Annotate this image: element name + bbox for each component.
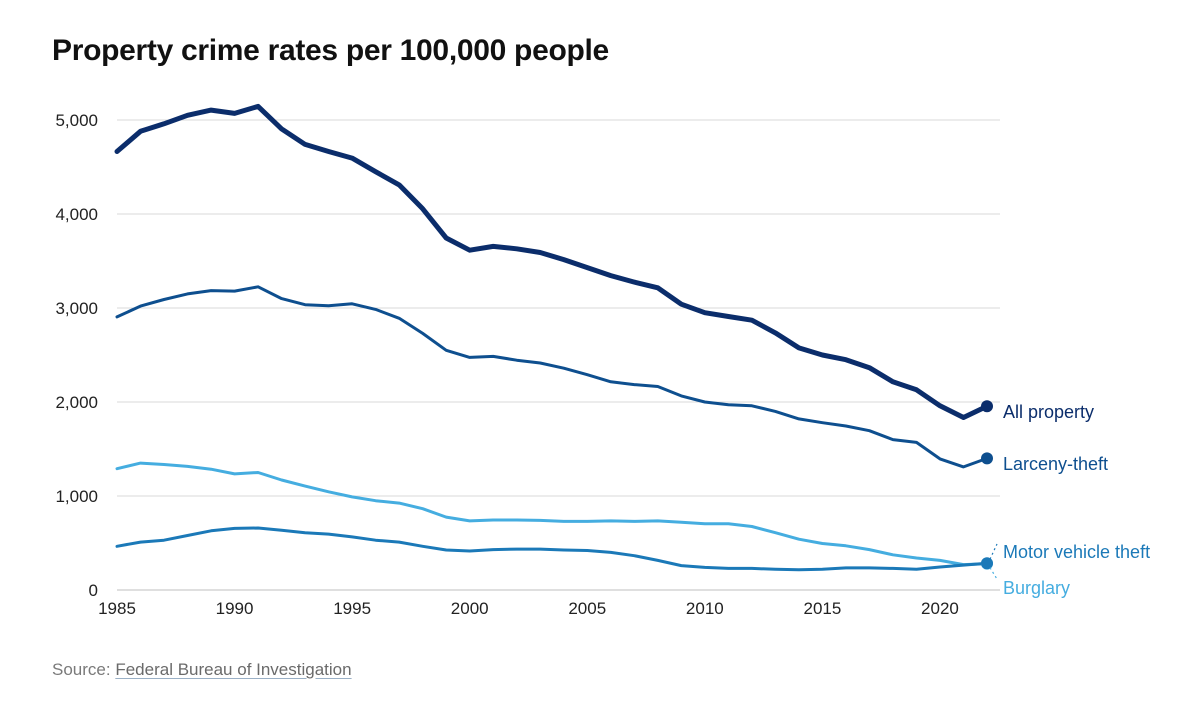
chart-title: Property crime rates per 100,000 people	[52, 34, 609, 67]
leader-line-motor-vehicle-theft	[989, 543, 998, 560]
series-labels: Burglary Motor vehicle theft Larceny-theft…	[989, 402, 1150, 598]
x-tick-label: 2020	[921, 599, 959, 618]
x-axis-ticks: 1985 1990 1995 2000 2005 2010 2015 2020	[98, 599, 959, 618]
gridlines	[117, 119, 1000, 591]
source-note: Source: Federal Bureau of Investigation	[52, 660, 352, 680]
end-point-all_property	[981, 400, 993, 413]
x-tick-label: 2010	[686, 599, 724, 618]
y-tick-label: 3,000	[55, 299, 98, 318]
y-tick-label: 1,000	[55, 487, 98, 506]
series-label-larceny_theft: Larceny-theft	[1003, 454, 1108, 474]
y-tick-label: 0	[89, 581, 98, 600]
x-tick-label: 2005	[568, 599, 606, 618]
series-line-burglary	[115, 461, 989, 567]
x-tick-label: 2015	[803, 599, 841, 618]
series-line-all_property	[114, 103, 990, 420]
x-tick-label: 1990	[216, 599, 254, 618]
x-tick-label: 1995	[333, 599, 371, 618]
series-lines	[114, 103, 993, 572]
x-tick-label: 1985	[98, 599, 136, 618]
end-point-motor_vehicle_theft	[981, 557, 993, 570]
series-label-burglary: Burglary	[1003, 578, 1070, 598]
y-tick-label: 5,000	[55, 111, 98, 130]
series-label-motor_vehicle_theft: Motor vehicle theft	[1003, 542, 1150, 562]
y-tick-label: 4,000	[55, 205, 98, 224]
end-point-larceny_theft	[981, 452, 993, 465]
x-tick-label: 2000	[451, 599, 489, 618]
series-line-larceny_theft	[115, 285, 989, 469]
source-prefix: Source:	[52, 660, 111, 679]
source-link[interactable]: Federal Bureau of Investigation	[115, 660, 352, 679]
y-tick-label: 2,000	[55, 393, 98, 412]
series-line-motor_vehicle_theft	[115, 526, 989, 572]
line-chart: 0 1,000 2,000 3,000 4,000 5,000 1985 1990 1995 2…	[55, 103, 1150, 618]
leader-line-burglary	[989, 567, 998, 580]
series-label-all_property: All property	[1003, 402, 1094, 422]
y-axis-ticks: 0 1,000 2,000 3,000 4,000 5,000	[55, 111, 98, 600]
